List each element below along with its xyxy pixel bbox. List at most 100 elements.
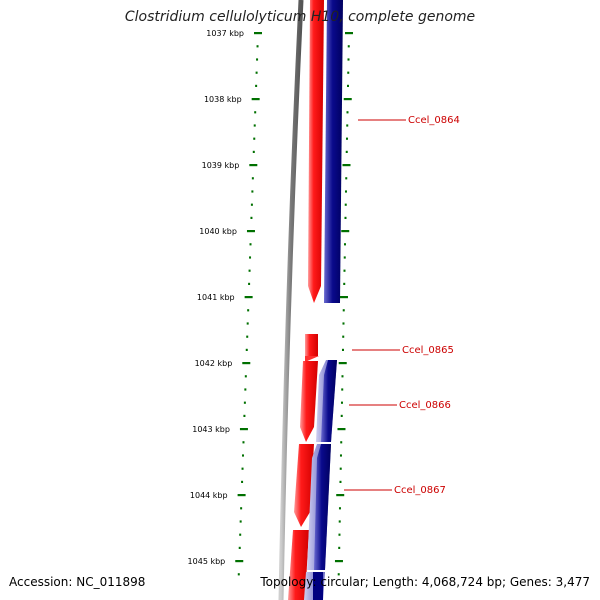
minor-tick-left (249, 256, 252, 259)
minor-tick-left (254, 111, 257, 114)
gene-label: Ccel_0866 (399, 400, 451, 411)
minor-tick-right (341, 375, 344, 378)
gene-label: Ccel_0867 (394, 485, 446, 496)
minor-tick-right (347, 71, 350, 74)
minor-tick-left (241, 467, 244, 470)
minor-tick-right (344, 203, 347, 206)
minor-tick-right (343, 256, 346, 259)
scale-label: 1038 kbp (204, 95, 242, 104)
minor-tick-right (338, 520, 341, 523)
minor-tick-right (346, 124, 349, 127)
gene-arrow-reverse-3 (314, 444, 331, 570)
scale-label: 1040 kbp (199, 227, 237, 236)
gene-block-forward-2 (305, 334, 318, 356)
minor-tick-left (253, 124, 256, 127)
minor-tick-left (237, 573, 240, 576)
major-tick-left (246, 230, 255, 233)
minor-tick-right (346, 111, 349, 114)
major-tick-right (334, 560, 343, 563)
minor-tick-right (343, 269, 346, 272)
scale-label: 1042 kbp (195, 359, 233, 368)
minor-tick-left (256, 45, 259, 48)
minor-tick-right (343, 282, 346, 285)
minor-tick-left (239, 533, 242, 536)
gene-arrow-forward-1 (308, 0, 324, 303)
minor-tick-left (255, 71, 258, 74)
minor-tick-right (343, 243, 346, 246)
minor-tick-right (344, 190, 347, 193)
minor-tick-left (244, 388, 247, 391)
gene-block-forward-6 (288, 530, 309, 600)
scale-label: 1045 kbp (188, 557, 226, 566)
major-tick-right (337, 428, 346, 431)
minor-tick-left (242, 454, 245, 457)
minor-tick-left (240, 507, 243, 510)
minor-tick-left (243, 401, 246, 404)
reverse-strand-features (304, 0, 343, 600)
major-tick-right (338, 362, 347, 365)
accession-text: Accession: NC_011898 (9, 575, 146, 589)
major-tick-right (336, 494, 345, 497)
scale-label: 1039 kbp (202, 161, 240, 170)
minor-tick-left (246, 335, 249, 338)
scale-label: 1044 kbp (190, 491, 228, 500)
genome-title: Clostridium cellulolyticum H10, complete… (124, 9, 476, 25)
major-tick-right (345, 32, 353, 35)
minor-tick-right (340, 441, 343, 444)
minor-tick-left (246, 322, 249, 325)
minor-tick-right (339, 467, 342, 470)
minor-tick-right (341, 388, 344, 391)
scale-label: 1043 kbp (192, 425, 230, 434)
minor-tick-right (347, 45, 350, 48)
minor-tick-right (345, 150, 348, 153)
gene-arrow-reverse-2 (321, 360, 337, 442)
gene-arrow-forward-3 (305, 356, 319, 362)
minor-tick-right (342, 309, 345, 312)
major-tick-left (251, 98, 260, 101)
minor-tick-right (342, 322, 345, 325)
gene-block-reverse-1 (324, 0, 343, 303)
minor-tick-left (249, 243, 252, 246)
gene-labels: Ccel_0864 Ccel_0865 Ccel_0866 Ccel_0867 (344, 115, 460, 496)
minor-tick-left (245, 348, 248, 351)
minor-tick-right (345, 177, 348, 180)
scale-label: 1037 kbp (206, 29, 244, 38)
minor-tick-right (347, 58, 350, 61)
minor-tick-left (248, 282, 251, 285)
major-tick-left (254, 32, 262, 35)
minor-tick-right (338, 507, 341, 510)
scale-labels: 1037 kbp 1038 kbp 1039 kbp 1040 kbp 1041 kbp… (188, 29, 244, 566)
minor-tick-right (339, 480, 342, 483)
minor-tick-right (345, 137, 348, 140)
major-tick-left (242, 362, 251, 365)
major-tick-right (343, 98, 352, 101)
minor-tick-left (248, 269, 251, 272)
gene-arrow-forward-4 (300, 361, 318, 442)
major-tick-left (244, 296, 253, 299)
minor-tick-left (255, 84, 258, 87)
gene-label: Ccel_0865 (402, 345, 454, 356)
minor-tick-left (251, 177, 254, 180)
minor-tick-left (251, 190, 254, 193)
gene-label: Ccel_0864 (408, 115, 460, 126)
major-tick-right (342, 164, 351, 167)
minor-tick-right (337, 573, 340, 576)
minor-tick-left (242, 441, 245, 444)
major-tick-left (235, 560, 244, 563)
minor-tick-left (250, 203, 253, 206)
scale-label: 1041 kbp (197, 293, 235, 302)
minor-tick-left (247, 309, 250, 312)
minor-tick-left (243, 414, 246, 417)
minor-tick-left (256, 58, 259, 61)
minor-tick-left (238, 546, 241, 549)
major-tick-right (339, 296, 348, 299)
gene-block-reverse-4-dark (313, 572, 323, 600)
minor-tick-right (340, 401, 343, 404)
minor-tick-right (341, 348, 344, 351)
minor-tick-right (338, 533, 341, 536)
minor-tick-right (344, 216, 347, 219)
minor-tick-right (346, 84, 349, 87)
minor-tick-right (338, 546, 341, 549)
minor-tick-left (250, 216, 253, 219)
